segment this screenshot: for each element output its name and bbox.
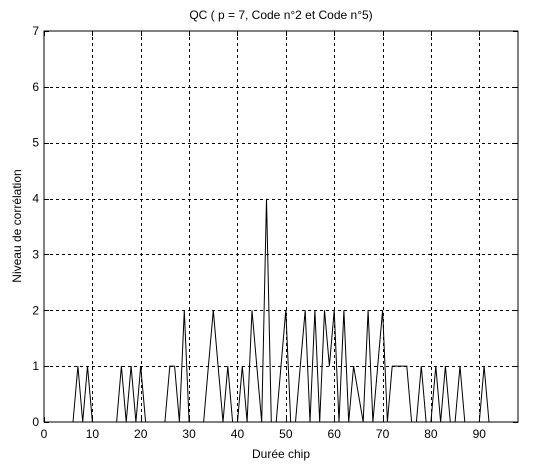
grid [44, 31, 518, 422]
y-tick-label: 3 [32, 247, 39, 261]
x-axis-label: Durée chip [252, 447, 310, 461]
x-tick-label: 0 [41, 427, 48, 441]
y-tick-label: 5 [32, 136, 39, 150]
y-tick-label: 0 [32, 415, 39, 429]
x-tick-label: 60 [328, 427, 342, 441]
x-tick-label: 80 [424, 427, 438, 441]
y-tick-label: 4 [32, 192, 39, 206]
chart-title: QC ( p = 7, Code n°2 et Code n°5) [189, 8, 372, 22]
y-tick-label: 6 [32, 80, 39, 94]
y-tick-label: 7 [32, 24, 39, 38]
x-tick-label: 20 [134, 427, 148, 441]
x-tick-label: 10 [86, 427, 100, 441]
x-tick-label: 70 [376, 427, 390, 441]
y-tick-label: 1 [32, 359, 39, 373]
plot-frame [43, 30, 519, 423]
y-axis-label: Niveau de corrélation [10, 169, 24, 282]
y-tick-label: 2 [32, 303, 39, 317]
x-tick-label: 90 [473, 427, 487, 441]
x-tick-label: 30 [182, 427, 196, 441]
x-tick-label: 50 [279, 427, 293, 441]
x-tick-label: 40 [231, 427, 245, 441]
